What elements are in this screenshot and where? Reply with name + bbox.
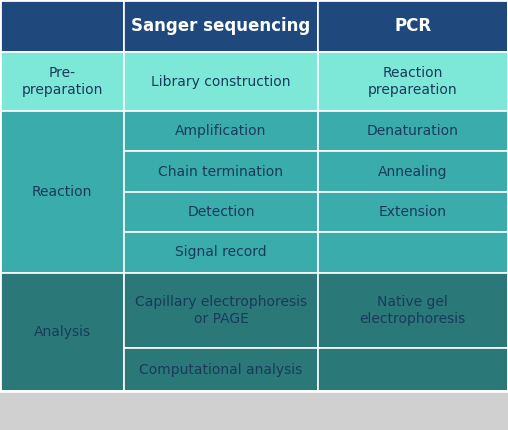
Text: Analysis: Analysis: [34, 325, 91, 339]
Bar: [318, 0, 508, 52]
Text: Native gel
electrophoresis: Native gel electrophoresis: [360, 295, 466, 326]
Bar: [318, 192, 508, 232]
Text: Reaction: Reaction: [32, 185, 92, 199]
Bar: [124, 273, 318, 348]
Bar: [0, 273, 124, 391]
Text: Pre-
preparation: Pre- preparation: [21, 66, 103, 97]
Bar: [318, 348, 508, 391]
Text: Sanger sequencing: Sanger sequencing: [132, 17, 310, 35]
Bar: [124, 348, 318, 391]
Text: Library construction: Library construction: [151, 75, 291, 89]
Text: Amplification: Amplification: [175, 124, 267, 138]
Bar: [0, 52, 124, 111]
Text: Computational analysis: Computational analysis: [139, 363, 303, 377]
Text: Extension: Extension: [379, 205, 447, 219]
Text: Denaturation: Denaturation: [367, 124, 459, 138]
Bar: [0, 0, 124, 52]
Text: Chain termination: Chain termination: [158, 165, 283, 178]
Bar: [124, 111, 318, 151]
Bar: [318, 232, 508, 273]
Bar: [124, 151, 318, 192]
Bar: [124, 52, 318, 111]
Bar: [124, 0, 318, 52]
Bar: [318, 111, 508, 151]
Bar: [318, 151, 508, 192]
Bar: [318, 273, 508, 348]
Text: Capillary electrophoresis
or PAGE: Capillary electrophoresis or PAGE: [135, 295, 307, 326]
Bar: [0, 111, 124, 273]
Text: Annealing: Annealing: [378, 165, 448, 178]
Text: PCR: PCR: [394, 17, 431, 35]
Bar: [318, 52, 508, 111]
Text: Detection: Detection: [187, 205, 255, 219]
Text: Reaction
prepareation: Reaction prepareation: [368, 66, 458, 97]
Bar: [124, 232, 318, 273]
Text: Signal record: Signal record: [175, 246, 267, 259]
Bar: [124, 192, 318, 232]
